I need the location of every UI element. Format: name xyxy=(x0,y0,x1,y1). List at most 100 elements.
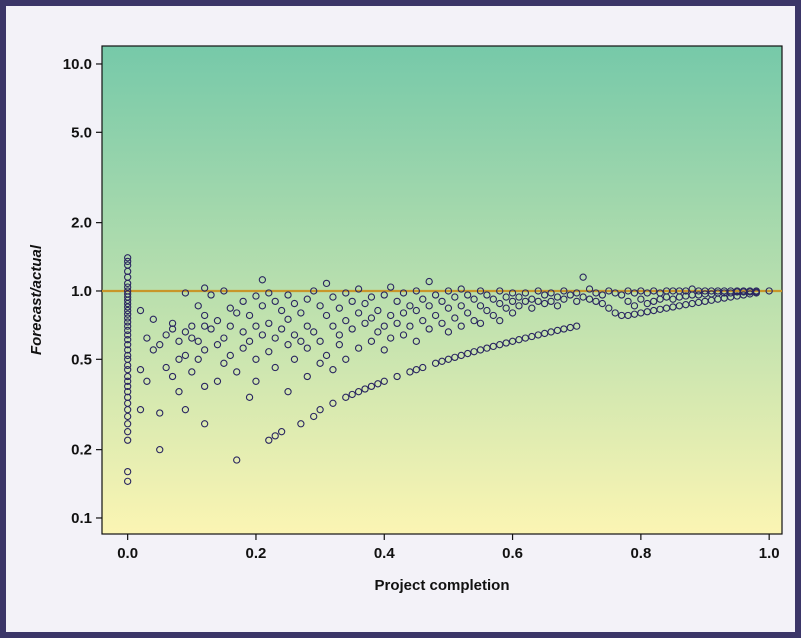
data-point xyxy=(220,287,228,295)
data-point xyxy=(451,353,459,362)
data-point xyxy=(419,363,427,372)
data-point xyxy=(438,319,446,328)
data-points xyxy=(124,254,773,485)
data-point xyxy=(124,326,132,335)
data-point xyxy=(650,297,658,306)
data-point xyxy=(611,309,619,317)
data-point xyxy=(124,420,132,428)
data-point xyxy=(290,355,299,363)
y-tick-label: 0.5 xyxy=(71,351,92,368)
data-point xyxy=(406,322,414,330)
data-point xyxy=(252,377,260,385)
data-point xyxy=(316,302,324,310)
data-point xyxy=(489,311,497,320)
data-point xyxy=(387,311,395,320)
data-point xyxy=(528,332,536,341)
data-point xyxy=(284,341,292,349)
data-point xyxy=(534,297,542,306)
data-point xyxy=(284,388,292,396)
data-point xyxy=(393,297,401,306)
data-point xyxy=(200,382,209,391)
data-point xyxy=(348,390,356,399)
data-point xyxy=(380,346,388,354)
data-point xyxy=(245,393,254,401)
data-point xyxy=(322,279,331,288)
data-point xyxy=(156,409,164,417)
data-point xyxy=(528,295,536,303)
data-point xyxy=(258,302,267,310)
data-point xyxy=(515,293,523,301)
data-point xyxy=(124,322,132,330)
data-point xyxy=(316,406,324,414)
data-point xyxy=(387,283,395,291)
data-point xyxy=(630,302,639,310)
data-point xyxy=(585,295,594,303)
data-point xyxy=(124,310,132,318)
data-point xyxy=(124,477,132,485)
data-point xyxy=(496,287,504,295)
data-point xyxy=(124,341,132,349)
data-point xyxy=(508,337,517,345)
data-point xyxy=(162,331,170,339)
data-point xyxy=(124,436,132,444)
data-point xyxy=(290,331,299,339)
data-point xyxy=(624,287,632,295)
data-point xyxy=(438,297,446,306)
data-point xyxy=(271,297,279,306)
data-point xyxy=(425,277,433,286)
data-point xyxy=(380,377,388,385)
data-point xyxy=(431,359,440,367)
data-point xyxy=(361,319,369,328)
data-point xyxy=(335,304,344,312)
data-point xyxy=(277,325,286,333)
y-axis-title: Forecast/actual xyxy=(28,244,45,355)
data-point xyxy=(476,319,485,328)
data-point xyxy=(367,337,376,345)
data-point xyxy=(124,412,132,421)
data-point xyxy=(136,306,145,315)
data-point xyxy=(297,420,305,428)
data-point xyxy=(124,467,132,476)
data-point xyxy=(765,287,773,295)
x-tick-label: 0.0 xyxy=(117,545,138,562)
data-point xyxy=(124,318,132,326)
data-point xyxy=(752,289,760,297)
data-point xyxy=(669,295,677,303)
data-point xyxy=(521,297,530,306)
x-axis-title: Project completion xyxy=(374,577,509,594)
data-point xyxy=(354,344,363,352)
data-point xyxy=(181,328,190,336)
data-point xyxy=(124,377,132,385)
data-point xyxy=(258,276,267,284)
data-point xyxy=(399,289,408,297)
data-point xyxy=(354,309,363,317)
data-point xyxy=(444,304,453,312)
data-point xyxy=(124,388,132,396)
data-point xyxy=(605,287,613,295)
data-point xyxy=(124,283,132,291)
data-point xyxy=(303,344,311,352)
data-point xyxy=(451,314,459,322)
x-tick-label: 1.0 xyxy=(759,545,780,562)
data-point xyxy=(265,289,273,297)
data-point xyxy=(124,346,132,354)
data-point xyxy=(303,295,311,303)
data-point xyxy=(188,334,196,342)
data-point xyxy=(637,287,645,295)
data-point xyxy=(175,388,183,396)
data-point xyxy=(271,363,279,372)
data-point xyxy=(573,297,581,306)
y-tick-label: 0.2 xyxy=(71,442,92,459)
data-point xyxy=(617,291,626,299)
data-point xyxy=(143,334,151,342)
data-point xyxy=(316,359,324,367)
data-point xyxy=(239,328,247,336)
data-point xyxy=(316,337,324,345)
data-point xyxy=(464,291,472,299)
data-point xyxy=(496,317,504,325)
data-point xyxy=(245,337,254,345)
data-point xyxy=(322,311,331,320)
data-point xyxy=(431,311,440,320)
data-point xyxy=(220,359,228,367)
data-point xyxy=(181,289,190,297)
